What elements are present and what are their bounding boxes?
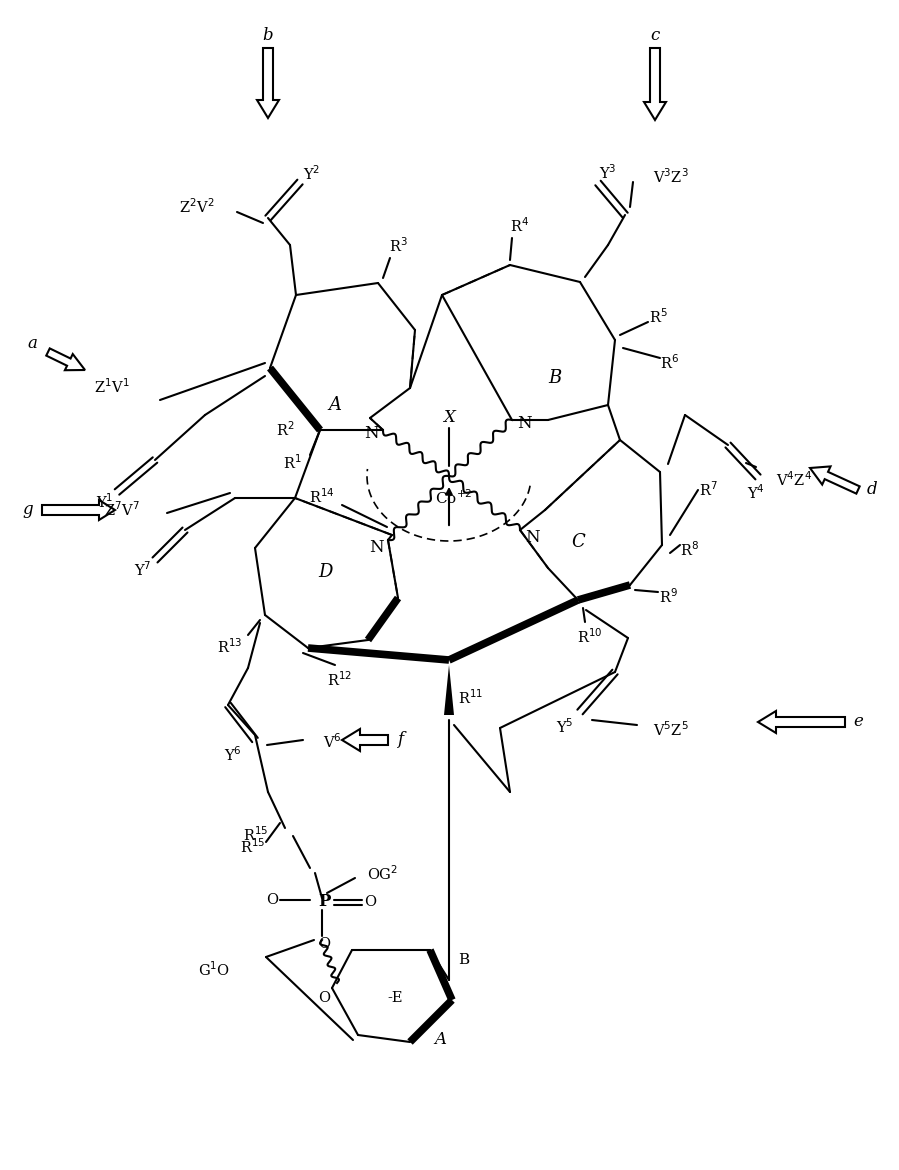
Text: d: d	[867, 482, 877, 498]
Text: R$^{10}$: R$^{10}$	[577, 627, 602, 646]
Text: Co$^{+2}$: Co$^{+2}$	[435, 489, 473, 508]
Text: a: a	[27, 336, 37, 352]
Text: A: A	[328, 395, 342, 414]
Text: Z$^1$V$^1$: Z$^1$V$^1$	[94, 378, 130, 397]
Text: D: D	[318, 563, 333, 581]
Text: Y$^2$: Y$^2$	[303, 165, 321, 184]
Text: f: f	[397, 731, 403, 749]
Text: B: B	[548, 369, 562, 387]
Text: R$^7$: R$^7$	[699, 481, 717, 500]
Text: O: O	[364, 895, 376, 909]
Text: Z$^7$V$^7$: Z$^7$V$^7$	[104, 501, 140, 519]
Text: N: N	[525, 530, 539, 546]
Text: V$^5$Z$^5$: V$^5$Z$^5$	[653, 721, 689, 739]
Text: Y$^5$: Y$^5$	[556, 717, 574, 736]
Text: O: O	[266, 893, 278, 907]
Text: R$^6$: R$^6$	[661, 353, 680, 372]
Text: A: A	[434, 1032, 446, 1048]
Text: R$^{14}$: R$^{14}$	[309, 488, 334, 507]
Text: Y$^4$: Y$^4$	[747, 483, 765, 502]
Text: R$^8$: R$^8$	[681, 541, 699, 559]
Text: g: g	[22, 502, 33, 518]
Text: R$^3$: R$^3$	[388, 236, 407, 255]
Text: R$^9$: R$^9$	[659, 587, 678, 606]
Text: O: O	[318, 991, 330, 1005]
Text: R$^2$: R$^2$	[276, 421, 294, 440]
Text: C: C	[571, 534, 585, 551]
Text: R$^5$: R$^5$	[648, 308, 667, 326]
Text: Y$^3$: Y$^3$	[600, 164, 617, 183]
Text: V$^3$Z$^3$: V$^3$Z$^3$	[653, 167, 689, 186]
Text: R$^{12}$: R$^{12}$	[327, 670, 352, 689]
Text: O: O	[318, 937, 330, 951]
Text: Z$^2$V$^2$: Z$^2$V$^2$	[179, 198, 214, 216]
Text: N: N	[369, 539, 383, 557]
Text: V$^4$Z$^4$: V$^4$Z$^4$	[776, 470, 812, 489]
Text: N: N	[517, 415, 531, 433]
Text: Y$^1$: Y$^1$	[96, 493, 114, 511]
Text: R$^{13}$: R$^{13}$	[218, 638, 243, 656]
Text: c: c	[650, 28, 660, 44]
Text: R$^1$: R$^1$	[282, 454, 301, 473]
Text: e: e	[853, 714, 863, 730]
Text: P: P	[318, 894, 330, 910]
Text: b: b	[263, 28, 273, 44]
Text: -E: -E	[387, 991, 403, 1005]
Text: B: B	[458, 954, 469, 966]
Text: R$^4$: R$^4$	[511, 216, 530, 235]
Text: OG$^2$: OG$^2$	[367, 865, 398, 883]
Polygon shape	[444, 665, 454, 715]
Text: R$^{15}$: R$^{15}$	[243, 826, 268, 845]
Text: X: X	[443, 410, 455, 427]
Text: R$^{15}$: R$^{15}$	[240, 838, 265, 856]
Text: Y$^6$: Y$^6$	[224, 745, 242, 764]
Text: N: N	[364, 426, 378, 442]
Text: V$^6$: V$^6$	[323, 732, 342, 751]
Text: R$^{11}$: R$^{11}$	[458, 689, 484, 708]
Text: G$^1$O: G$^1$O	[198, 961, 230, 979]
Text: Y$^7$: Y$^7$	[134, 560, 152, 579]
